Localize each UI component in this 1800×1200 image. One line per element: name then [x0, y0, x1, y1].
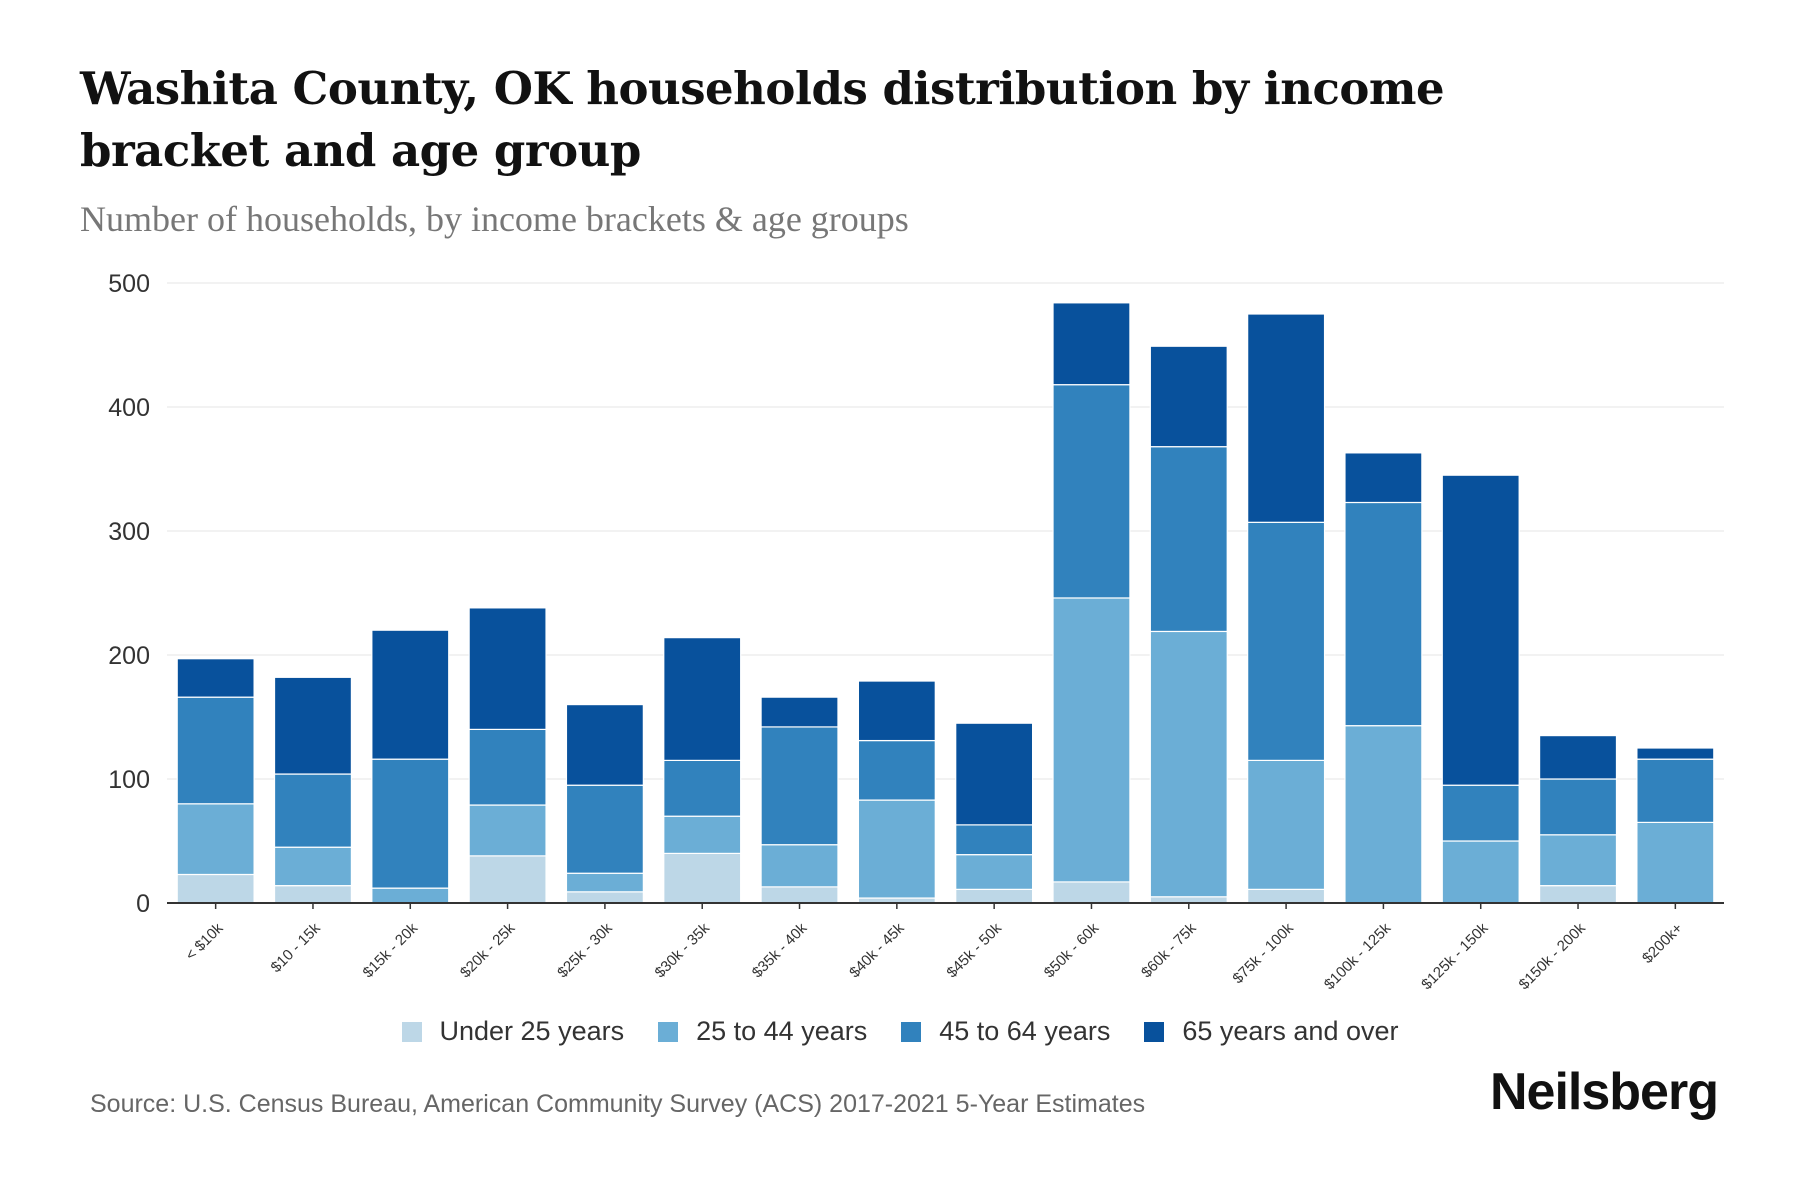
legend-item: Under 25 years	[401, 1016, 625, 1047]
bar-segment	[468, 607, 547, 731]
bar-segment	[663, 637, 742, 762]
legend-label: 25 to 44 years	[696, 1016, 868, 1046]
bar-segment	[760, 726, 839, 846]
legend-item: 45 to 64 years	[901, 1016, 1110, 1047]
bar-segment	[1149, 446, 1228, 633]
bar-segment	[1247, 313, 1326, 523]
bar-segment	[371, 758, 450, 889]
x-tick-label: $75k - 100k	[1229, 919, 1297, 987]
legend-item: 25 to 44 years	[658, 1016, 867, 1047]
bar-segment	[663, 759, 742, 817]
x-tick-label: $25k - 30k	[554, 919, 616, 981]
x-tick-label: $100k - 125k	[1321, 919, 1395, 993]
y-tick-label: 0	[136, 890, 150, 918]
bar-segment	[1441, 474, 1520, 786]
bar-segment	[176, 873, 255, 904]
bar-segment	[1441, 784, 1520, 842]
bar-segment	[663, 852, 742, 904]
y-tick-label: 300	[108, 518, 150, 546]
bar-segment	[1538, 885, 1618, 904]
bar-segment	[176, 803, 255, 876]
bar-segment	[565, 891, 644, 904]
bar-segment	[1247, 521, 1326, 762]
bar-segment	[955, 722, 1034, 826]
bar-segment	[1636, 747, 1715, 760]
bar-segment	[1441, 840, 1520, 904]
x-tick-label: $10 - 15k	[268, 919, 325, 976]
bar-segment	[176, 658, 255, 698]
x-tick-label: $50k - 60k	[1041, 919, 1103, 981]
bar-segment	[955, 888, 1034, 904]
bar-segment	[565, 703, 644, 786]
bar-segment	[1052, 302, 1131, 386]
y-tick-label: 200	[108, 642, 150, 670]
bar-segment	[955, 854, 1034, 890]
bar-segment	[468, 804, 547, 857]
legend-label: 65 years and over	[1182, 1016, 1399, 1046]
bar-segment	[1538, 834, 1618, 887]
x-tick-label: $125k - 150k	[1418, 919, 1492, 993]
bar-segment	[1538, 734, 1618, 780]
x-tick-label: $35k - 40k	[749, 919, 811, 981]
x-tick-label: $15k - 20k	[360, 919, 422, 981]
legend-swatch	[401, 1021, 422, 1042]
bar-segment	[176, 696, 255, 805]
legend-swatch	[901, 1021, 922, 1042]
legend: Under 25 years 25 to 44 years 45 to 64 yea…	[0, 1016, 1800, 1047]
bar-segment	[857, 739, 936, 801]
chart-title: Washita County, OK households distributi…	[80, 62, 1445, 177]
legend-item: 65 years and over	[1144, 1016, 1399, 1047]
x-tick-label: $45k - 50k	[943, 919, 1005, 981]
bar-segment	[760, 886, 839, 904]
bar-segment	[1636, 821, 1715, 904]
y-tick-label: 100	[108, 766, 150, 794]
source-note: Source: U.S. Census Bureau, American Com…	[90, 1090, 1146, 1118]
bar-segment	[565, 872, 644, 893]
x-tick-label: $20k - 25k	[457, 919, 519, 981]
bar-segment	[468, 855, 547, 904]
bar-segment	[1538, 778, 1618, 836]
bar-segment	[760, 844, 839, 888]
bar-segment	[371, 887, 450, 904]
bar-segment	[1052, 384, 1131, 599]
bar-segment	[1636, 758, 1715, 823]
bar-segment	[857, 680, 936, 742]
bar-segment	[663, 815, 742, 855]
chart-subtitle: Number of households, by income brackets…	[80, 199, 909, 239]
bar-segment	[1052, 597, 1131, 883]
bar-segment	[1247, 759, 1326, 890]
bar-segment	[1344, 452, 1423, 504]
bar-segment	[1149, 345, 1228, 448]
bar-segment	[371, 629, 450, 760]
bar-segment	[1344, 725, 1423, 904]
x-tick-label: $150k - 200k	[1516, 919, 1590, 993]
bar-segment	[1149, 630, 1228, 898]
bar-segment	[273, 773, 353, 848]
bar-segment	[857, 799, 936, 899]
x-tick-label: $40k - 45k	[846, 919, 908, 981]
bar-segment	[565, 784, 644, 874]
bar-segment	[760, 696, 839, 728]
bar-segment	[1344, 501, 1423, 727]
bar-segment	[273, 846, 353, 887]
x-tick-label: $60k - 75k	[1138, 919, 1200, 981]
bar-segment	[468, 728, 547, 806]
legend-swatch	[1144, 1021, 1165, 1042]
bar-segment	[1247, 888, 1326, 904]
x-tick-label: $200k+	[1639, 920, 1686, 967]
y-tick-label: 400	[108, 394, 150, 422]
bar-segment	[273, 676, 353, 775]
legend-label: Under 25 years	[439, 1016, 625, 1046]
bar-segment	[273, 885, 353, 904]
bar-segment	[1052, 881, 1131, 904]
x-tick-label: $30k - 35k	[651, 919, 713, 981]
legend-swatch	[658, 1021, 679, 1042]
bar-segment	[955, 824, 1034, 856]
x-tick-label: < $10k	[182, 919, 227, 964]
y-tick-label: 500	[108, 270, 150, 298]
legend-label: 45 to 64 years	[939, 1016, 1111, 1046]
neilsberg-logo: Neilsberg	[1490, 1063, 1719, 1121]
